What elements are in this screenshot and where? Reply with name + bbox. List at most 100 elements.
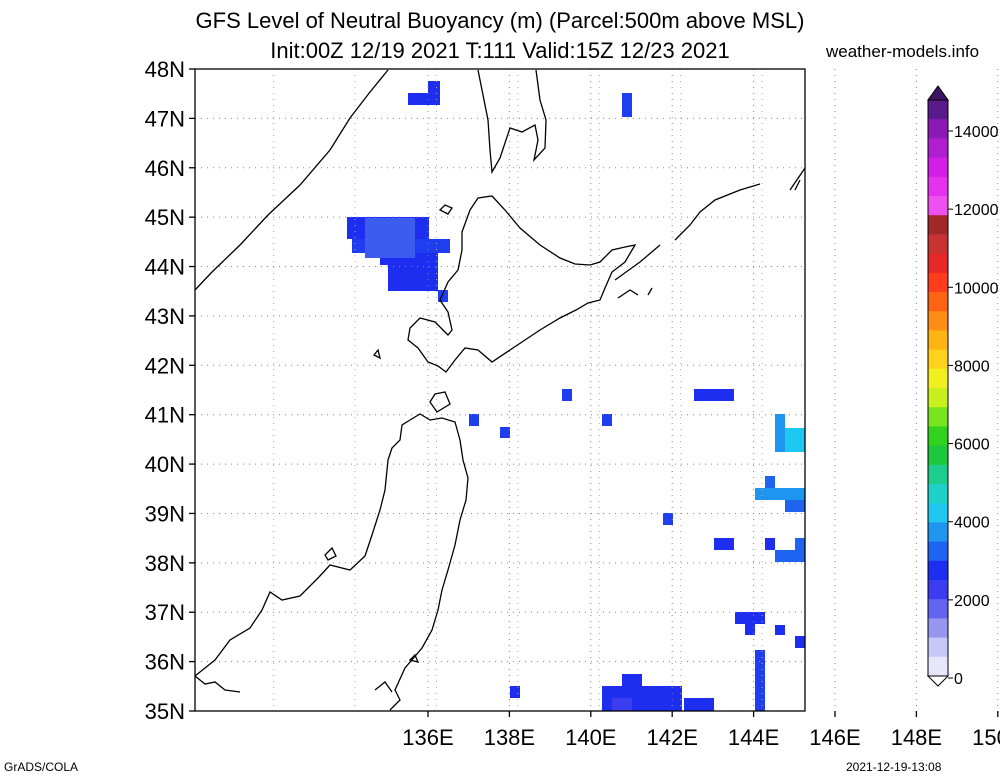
lon-label: 142E (647, 725, 698, 750)
buoyancy-cell (775, 550, 805, 562)
buoyancy-cell (562, 389, 572, 401)
colorbar-label: 4000 (954, 515, 990, 532)
buoyancy-cell (795, 538, 805, 550)
lat-label: 48N (145, 57, 185, 82)
buoyancy-cell (795, 636, 805, 648)
lon-label: 138E (484, 725, 535, 750)
buoyancy-cell (775, 414, 785, 452)
lat-label: 40N (145, 452, 185, 477)
colorbar-bottom-arrow (926, 675, 950, 687)
lon-label: 136E (402, 725, 453, 750)
buoyancy-cell (755, 488, 805, 500)
colorbar-segment (928, 407, 948, 427)
buoyancy-cell (469, 414, 479, 426)
colorbar-segment (928, 464, 948, 485)
buoyancy-cell (428, 81, 440, 95)
buoyancy-cell (785, 500, 805, 512)
axis-labels: 48N 47N 46N 45N 44N 43N 42N 41N 40N 39N 38N 37N 36N 3… (145, 57, 1000, 750)
colorbar-segment (928, 100, 948, 120)
buoyancy-cell (622, 93, 632, 117)
buoyancy-cell (388, 265, 438, 291)
colorbar-segment (928, 560, 948, 581)
colorbar-segment (928, 157, 948, 178)
lat-label: 44N (145, 255, 185, 280)
colorbar-segment (928, 368, 948, 389)
buoyancy-cell (438, 290, 448, 302)
colorbar-segment (928, 234, 948, 255)
buoyancy-cell (694, 389, 734, 401)
buoyancy-cell (755, 650, 765, 711)
buoyancy-cell (663, 513, 673, 525)
colorbar-label: 10000 (954, 280, 999, 297)
lon-label: 150E (972, 725, 1000, 750)
colorbar-segment (928, 445, 948, 466)
colorbar-segment (928, 656, 948, 677)
lat-label: 36N (145, 650, 185, 675)
colorbar-segment (928, 599, 948, 619)
colorbar-segment (928, 176, 948, 197)
grads-credit: GrADS/COLA (4, 760, 79, 774)
colorbar-segment (928, 253, 948, 274)
buoyancy-cell (775, 625, 785, 635)
buoyancy-field (347, 81, 805, 711)
buoyancy-cell (735, 612, 765, 624)
colorbar-segment (928, 311, 948, 331)
lat-label: 43N (145, 304, 185, 329)
colorbar-segment (928, 349, 948, 370)
colorbar-top-arrow (927, 85, 949, 101)
lat-label: 41N (145, 403, 185, 428)
buoyancy-cell (612, 698, 632, 711)
colorbar-segment (928, 272, 948, 293)
colorbar-label: 8000 (954, 358, 990, 375)
colorbar-segment (928, 215, 948, 235)
map-title-line2: Init:00Z 12/19 2021 T:111 Valid:15Z 12/2… (270, 38, 730, 63)
colorbar-segment (928, 330, 948, 351)
buoyancy-cell (785, 428, 805, 452)
colorbar-segment (928, 522, 948, 543)
buoyancy-cell (602, 414, 612, 426)
lat-label: 35N (145, 699, 185, 724)
lat-label: 45N (145, 205, 185, 230)
colorbar-segment (928, 119, 948, 139)
colorbar-segment (928, 484, 948, 504)
lon-label: 148E (891, 725, 942, 750)
colorbar-segment (928, 541, 948, 562)
buoyancy-cell (684, 698, 714, 711)
lat-label: 38N (145, 551, 185, 576)
graticule (195, 69, 999, 711)
buoyancy-cell (500, 427, 510, 438)
colorbar-segment (928, 292, 948, 312)
buoyancy-cell (745, 624, 755, 635)
colorbar-segment (928, 637, 948, 658)
buoyancy-cell (365, 218, 415, 258)
buoyancy-cell (714, 538, 734, 550)
lat-label: 39N (145, 501, 185, 526)
colorbar-segment (928, 426, 948, 447)
coastline (194, 69, 806, 711)
colorbar-frame (927, 99, 949, 677)
colorbar-label: 14000 (954, 124, 999, 141)
colorbar-segment (928, 388, 948, 408)
colorbar-label: 12000 (954, 202, 999, 219)
lon-label: 144E (728, 725, 779, 750)
site-credit: weather-models.info (826, 42, 980, 61)
colorbar-label: 0 (954, 671, 963, 688)
lon-label: 146E (809, 725, 860, 750)
colorbar-segment (928, 138, 948, 159)
lat-label: 47N (145, 106, 185, 131)
buoyancy-cell (510, 686, 520, 698)
map-title-line1: GFS Level of Neutral Buoyancy (m) (Parce… (195, 8, 805, 33)
colorbar: 14000 12000 10000 8000 6000 4000 2000 0 (926, 85, 999, 688)
colorbar-segment (928, 580, 948, 600)
colorbar-label: 6000 (954, 437, 990, 454)
map-frame (194, 68, 806, 712)
lat-label: 46N (145, 156, 185, 181)
colorbar-segment (928, 503, 948, 523)
buoyancy-cell (408, 93, 440, 105)
lat-label: 37N (145, 600, 185, 625)
buoyancy-cell (765, 476, 775, 488)
lat-label: 42N (145, 353, 185, 378)
colorbar-label: 2000 (954, 593, 990, 610)
colorbar-segment (928, 618, 948, 639)
